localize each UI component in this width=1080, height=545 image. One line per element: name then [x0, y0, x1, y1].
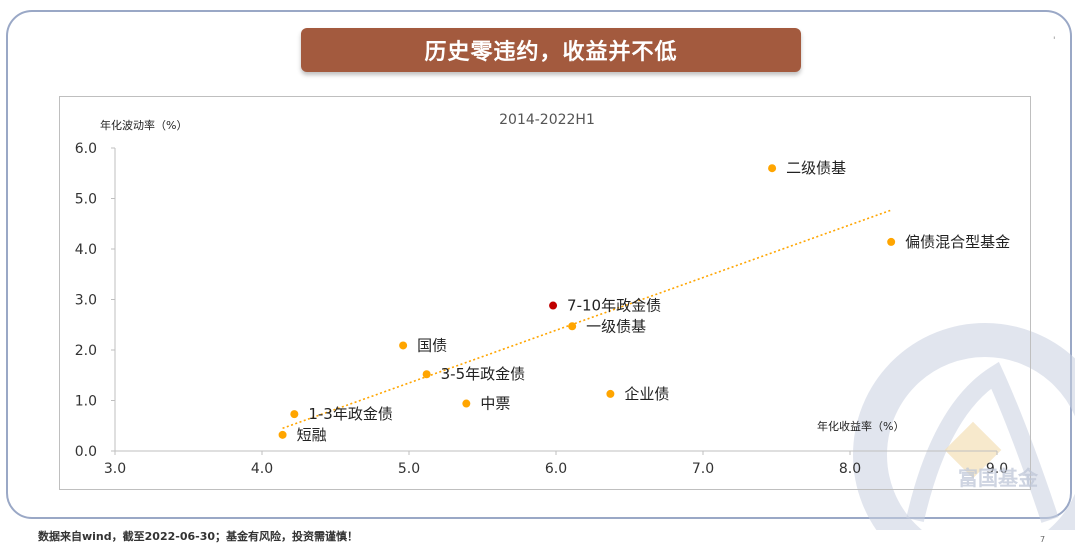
x-tick-label: 4.0 [251, 461, 273, 477]
data-point [462, 399, 471, 408]
data-point [606, 389, 615, 398]
data-label: 短融 [297, 426, 327, 444]
banner-title: 历史零违约，收益并不低 [301, 28, 801, 72]
data-label: 国债 [417, 336, 447, 354]
data-label: 1-3年政金债 [308, 405, 393, 423]
data-point [887, 237, 896, 246]
y-tick-label: 0.0 [75, 444, 97, 460]
y-axis-label: 年化波动率（%） [100, 118, 187, 132]
x-tick-label: 7.0 [692, 461, 714, 477]
data-point [549, 301, 558, 310]
watermark-brand-text: 富国基金 [958, 466, 1038, 490]
x-tick-label: 6.0 [545, 461, 567, 477]
x-tick-label: 9.0 [986, 461, 1008, 477]
chart-title: 2014-2022H1 [499, 112, 595, 128]
slide-frame [6, 10, 1072, 519]
data-label: 偏债混合型基金 [905, 233, 1010, 251]
y-tick-label: 4.0 [75, 242, 97, 258]
data-point [422, 370, 431, 379]
y-tick-label: 3.0 [75, 293, 97, 309]
axes [111, 147, 998, 455]
x-tick-label: 3.0 [104, 461, 126, 477]
y-tick-label: 6.0 [75, 141, 97, 157]
data-label: 二级债基 [786, 159, 846, 177]
y-tick-label: 2.0 [75, 343, 97, 359]
data-label: 3-5年政金债 [441, 365, 526, 383]
x-axis-label: 年化收益率（%） [817, 419, 904, 433]
data-point [290, 410, 299, 419]
tick-labels: 3.0 4.0 5.0 6.0 7.0 8.0 9.0 0.0 1.0 2.0 3.0 4.0 5.0 6… [75, 141, 1008, 477]
x-tick-label: 5.0 [398, 461, 420, 477]
data-point [568, 322, 577, 331]
data-point [278, 430, 287, 439]
y-tick-label: 1.0 [75, 394, 97, 410]
data-label: 7-10年政金债 [567, 297, 661, 315]
scatter-chart: 2014-2022H1 年化波动率（%） 年化收益率（%） 3.0 4.0 5.0 6… [75, 112, 1010, 477]
footer-note: 数据来自wind，截至2022-06-30；基金有风险，投资需谨慎！ [38, 530, 358, 543]
page-number: 7 [1040, 535, 1046, 544]
data-label: 中票 [480, 395, 510, 413]
data-point [768, 164, 777, 173]
data-label: 企业债 [624, 385, 669, 403]
watermark-logo-icon [853, 323, 1075, 530]
y-tick-label: 5.0 [75, 192, 97, 208]
data-point [399, 341, 408, 350]
data-label: 一级债基 [586, 317, 646, 335]
chart-area: 2014-2022H1 年化波动率（%） 年化收益率（%） 3.0 4.0 5.0 6… [59, 96, 1031, 490]
corner-mark: ' [1053, 36, 1056, 46]
x-tick-label: 8.0 [839, 461, 861, 477]
